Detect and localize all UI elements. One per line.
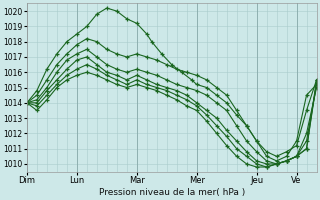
X-axis label: Pression niveau de la mer( hPa ): Pression niveau de la mer( hPa ) xyxy=(99,188,245,197)
